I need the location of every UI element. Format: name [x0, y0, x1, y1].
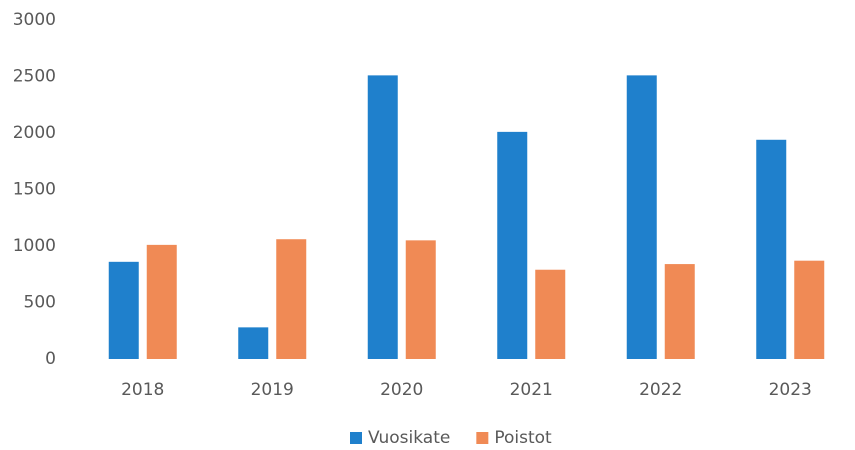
legend-label: Poistot: [494, 428, 552, 448]
x-tick-label: 2020: [380, 380, 423, 400]
bar: [238, 327, 269, 359]
bar: [367, 75, 398, 360]
bar: [535, 269, 566, 359]
bar: [497, 131, 528, 359]
x-tick-label: 2023: [769, 380, 812, 400]
legend-label: Vuosikate: [368, 428, 450, 448]
bar: [405, 240, 436, 359]
bar: [276, 239, 307, 359]
bar: [756, 139, 787, 359]
legend-swatch: [350, 432, 362, 444]
bar: [108, 261, 139, 359]
bar: [794, 260, 825, 359]
bar: [664, 264, 695, 359]
legend-swatch: [476, 432, 489, 444]
bar: [626, 75, 657, 360]
y-tick-label: 500: [24, 293, 56, 313]
x-tick-label: 2021: [510, 380, 553, 400]
y-tick-label: 0: [45, 349, 56, 369]
x-tick-label: 2018: [121, 380, 164, 400]
bar: [146, 244, 177, 359]
y-tick-label: 2500: [13, 67, 56, 87]
y-tick-label: 1000: [13, 236, 56, 256]
y-tick-label: 2000: [13, 123, 56, 143]
x-tick-label: 2022: [639, 380, 682, 400]
y-tick-label: 3000: [13, 10, 56, 30]
x-tick-label: 2019: [251, 380, 294, 400]
y-tick-label: 1500: [13, 180, 56, 200]
